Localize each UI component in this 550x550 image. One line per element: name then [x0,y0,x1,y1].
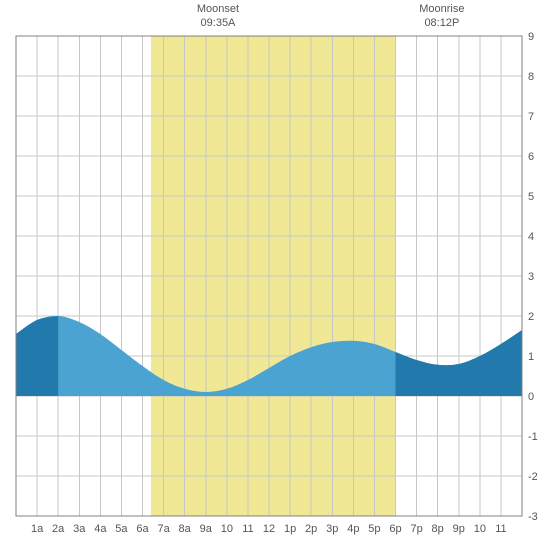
x-tick-label: 6a [136,523,149,535]
y-tick-label: 2 [528,311,534,323]
y-tick-label: -1 [528,431,538,443]
x-tick-label: 4p [347,523,359,535]
y-tick-label: 9 [528,31,534,43]
y-tick-label: 5 [528,191,534,203]
x-tick-label: 12 [263,523,275,535]
x-tick-label: 7a [157,523,170,535]
tide-chart: -3-2-101234567891a2a3a4a5a6a7a8a9a101112… [0,0,550,550]
y-tick-label: 0 [528,391,534,403]
x-tick-label: 7p [410,523,422,535]
y-tick-label: 3 [528,271,534,283]
x-tick-label: 1a [31,523,44,535]
y-tick-label: 8 [528,71,534,83]
chart-svg: -3-2-101234567891a2a3a4a5a6a7a8a9a101112… [0,0,550,550]
x-tick-label: 2p [305,523,317,535]
y-tick-label: -3 [528,511,538,523]
y-tick-label: 4 [528,231,534,243]
x-tick-label: 10 [474,523,486,535]
x-tick-label: 10 [221,523,233,535]
x-tick-label: 3a [73,523,86,535]
x-tick-label: 9p [453,523,465,535]
y-tick-label: 6 [528,151,534,163]
y-tick-label: 1 [528,351,534,363]
x-tick-label: 11 [242,523,253,535]
x-tick-label: 4a [94,523,107,535]
x-tick-label: 2a [52,523,65,535]
x-tick-label: 8p [432,523,444,535]
x-tick-label: 5p [368,523,380,535]
x-tick-label: 1p [284,523,296,535]
x-tick-label: 11 [495,523,506,535]
x-tick-label: 9a [200,523,213,535]
x-tick-label: 8a [179,523,192,535]
y-tick-label: 7 [528,111,534,123]
x-tick-label: 6p [389,523,401,535]
y-tick-label: -2 [528,471,538,483]
x-tick-label: 3p [326,523,338,535]
x-tick-label: 5a [115,523,128,535]
